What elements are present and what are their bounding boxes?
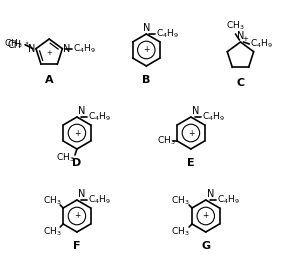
Text: C$_4$H$_9$: C$_4$H$_9$ <box>250 38 274 50</box>
Text: N: N <box>63 44 71 54</box>
Text: +: + <box>242 36 248 42</box>
Text: B: B <box>142 75 150 85</box>
Text: N: N <box>237 31 244 41</box>
Text: C$_4$H$_9$: C$_4$H$_9$ <box>88 194 111 206</box>
Text: C$_4$H$_9$: C$_4$H$_9$ <box>202 111 225 123</box>
Text: C$_4$H$_9$: C$_4$H$_9$ <box>217 194 240 206</box>
Text: F: F <box>73 241 81 251</box>
Text: +: + <box>46 50 52 56</box>
Text: +: + <box>203 211 209 220</box>
Text: N: N <box>78 189 85 199</box>
Text: CH$_3$: CH$_3$ <box>171 225 190 237</box>
Text: E: E <box>187 158 195 168</box>
Text: A: A <box>45 75 53 85</box>
Text: C$_4$H$_9$: C$_4$H$_9$ <box>73 42 96 55</box>
Text: CH$_3$: CH$_3$ <box>56 151 75 164</box>
Text: N: N <box>28 44 35 54</box>
Text: N: N <box>207 189 214 199</box>
Text: $_3$: $_3$ <box>24 40 29 49</box>
Text: CH$_3$: CH$_3$ <box>43 225 61 237</box>
Text: CH: CH <box>8 40 22 50</box>
Text: CH$_3$: CH$_3$ <box>4 37 23 50</box>
Text: G: G <box>201 241 210 251</box>
Text: +: + <box>188 129 194 138</box>
Text: N: N <box>78 106 85 116</box>
Text: CH$_3$: CH$_3$ <box>43 195 61 207</box>
Text: +: + <box>74 211 80 220</box>
Text: N: N <box>192 106 199 116</box>
Text: CH$_3$: CH$_3$ <box>157 135 175 147</box>
Text: C: C <box>237 78 244 88</box>
Text: +: + <box>143 45 150 54</box>
Text: C$_4$H$_9$: C$_4$H$_9$ <box>156 28 179 40</box>
Text: D: D <box>72 158 81 168</box>
Text: CH$_3$: CH$_3$ <box>226 19 245 32</box>
Text: +: + <box>74 129 80 138</box>
Text: CH$_3$: CH$_3$ <box>171 195 190 207</box>
Text: N: N <box>142 23 150 33</box>
Text: C$_4$H$_9$: C$_4$H$_9$ <box>88 111 111 123</box>
